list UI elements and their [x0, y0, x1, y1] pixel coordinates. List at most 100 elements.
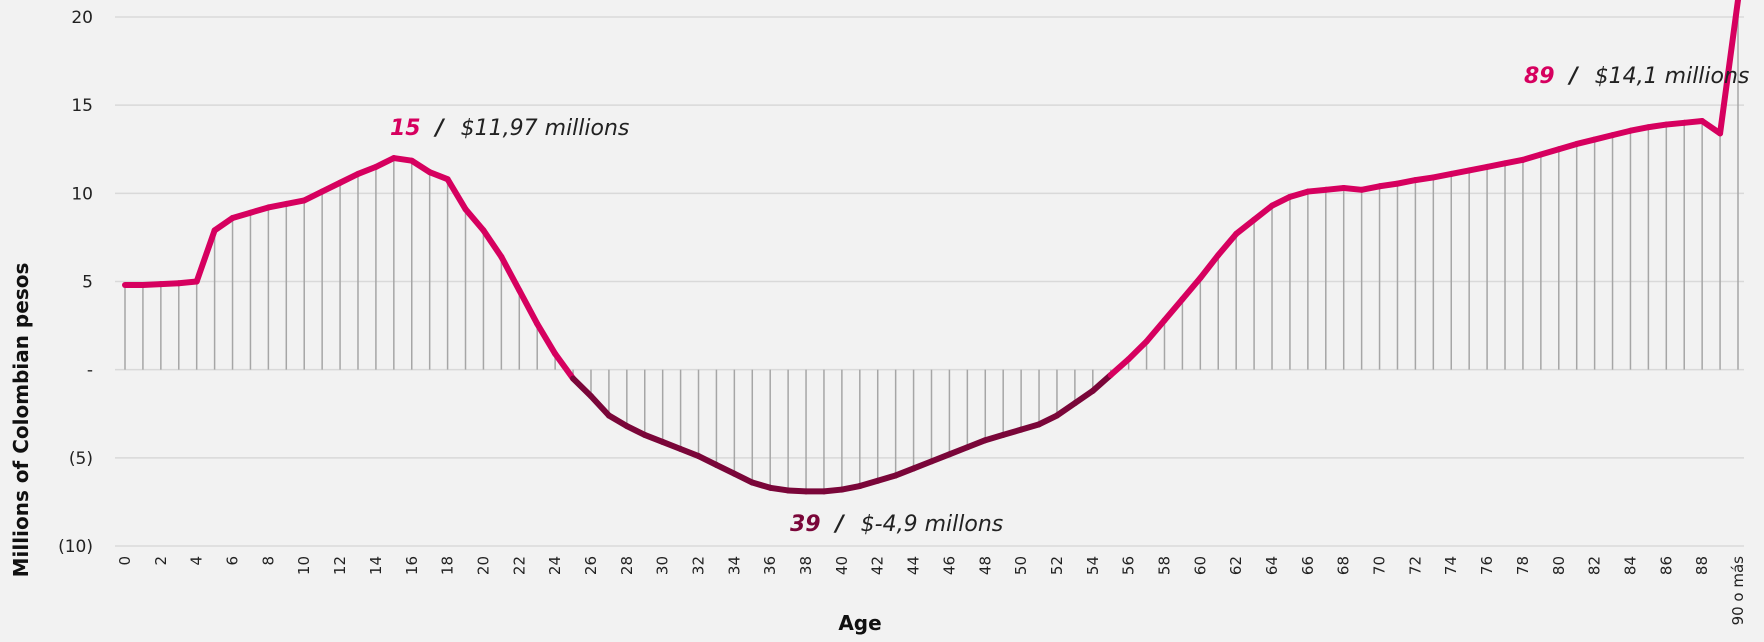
series-segment	[605, 412, 630, 430]
x-tick-label: 0	[116, 556, 134, 566]
series-segment	[1304, 186, 1329, 195]
x-tick-label: 78	[1514, 556, 1532, 575]
series-segment	[211, 215, 236, 234]
series-segment	[283, 197, 308, 207]
series-line	[122, 0, 1741, 495]
series-segment	[838, 483, 863, 493]
x-tick-label: 54	[1084, 556, 1102, 575]
series-segment	[1340, 185, 1365, 193]
series-segment	[695, 453, 720, 468]
x-tick-label: 40	[833, 556, 851, 575]
series-segment	[713, 461, 738, 477]
x-tick-label: 14	[367, 556, 385, 575]
annotation-max-elderly: 89 / $14,1 millions	[1524, 64, 1749, 89]
series-segment	[265, 200, 290, 211]
series-segment	[749, 479, 774, 491]
x-tick-label: 26	[582, 556, 600, 575]
series-segment	[1197, 252, 1222, 281]
annotation-age: 15	[390, 116, 421, 141]
series-segment	[820, 486, 845, 495]
series-segment	[1322, 185, 1347, 193]
series-segment	[480, 227, 505, 260]
x-tick-label: 24	[546, 556, 564, 575]
drop-lines	[124, 0, 1739, 492]
series-segment	[928, 451, 953, 465]
series-segment	[1036, 412, 1060, 428]
series-segment	[767, 484, 792, 494]
annotation-separator: /	[833, 512, 846, 537]
x-tick-label: 20	[474, 556, 492, 575]
series-segment	[910, 458, 935, 472]
series-segment	[982, 431, 1007, 444]
series-segment	[1645, 121, 1670, 131]
series-segment	[570, 375, 594, 400]
x-tick-label: 58	[1155, 556, 1173, 575]
x-tick-label: 86	[1657, 556, 1675, 575]
series-segment	[390, 155, 415, 164]
x-tick-label: 6	[224, 556, 242, 566]
series-segment	[1663, 119, 1688, 128]
y-tick-label: 15	[71, 96, 93, 116]
series-segment	[1484, 160, 1509, 170]
annotation-value: $-4,9 millons	[861, 512, 1004, 537]
x-tick-label: 36	[761, 556, 779, 575]
x-tick-label: 10	[295, 556, 313, 575]
series-segment	[964, 437, 989, 451]
x-tick-label: 44	[905, 556, 923, 575]
series-segment	[677, 446, 702, 460]
series-segment	[1627, 124, 1652, 134]
series-segment	[1233, 216, 1258, 237]
series-segment	[1519, 151, 1544, 163]
series-segment	[247, 204, 272, 216]
annotation-value: $11,97 millions	[461, 116, 630, 141]
x-tick-label: 80	[1550, 556, 1568, 575]
x-tick-label: 34	[725, 556, 743, 575]
x-tick-label: 18	[439, 556, 457, 575]
series-segment	[623, 423, 648, 438]
series-segment	[946, 444, 971, 458]
x-tick-label: 64	[1263, 556, 1281, 575]
series-segment	[1071, 387, 1096, 407]
x-tick-label: 12	[331, 556, 349, 575]
x-tick-label: 4	[188, 556, 206, 566]
y-tick-label: 5	[82, 273, 93, 293]
series-segment	[1394, 177, 1419, 187]
series-segment	[444, 176, 469, 213]
x-tick-label: 22	[510, 556, 528, 575]
series-segment	[1573, 136, 1598, 147]
series-segment	[856, 477, 881, 490]
x-tick-label: 60	[1191, 556, 1209, 575]
x-tick-label: 38	[797, 556, 815, 575]
series-segment	[1179, 274, 1204, 303]
x-tick-label: 74	[1442, 556, 1460, 575]
series-segment	[193, 227, 218, 285]
annotation-age: 39	[790, 512, 821, 537]
x-tick-label: 8	[259, 556, 277, 566]
series-segment	[1502, 156, 1526, 167]
x-tick-label: 48	[976, 556, 994, 575]
series-segment	[641, 431, 666, 445]
series-segment	[1107, 356, 1132, 378]
y-axis-ticks: 20 15 10 5 - (5) (10)	[58, 8, 93, 557]
series-segment	[319, 179, 344, 195]
y-tick-label: 20	[71, 8, 93, 28]
y-tick-label: 10	[71, 184, 93, 204]
series-segment	[1376, 180, 1401, 190]
x-tick-label: 76	[1478, 556, 1496, 575]
series-segment	[1591, 132, 1616, 143]
series-segment	[1681, 118, 1706, 126]
x-tick-label: 32	[690, 556, 708, 575]
annotation-value: $14,1 millions	[1595, 64, 1750, 89]
series-segment	[892, 465, 917, 479]
series-segment	[1269, 193, 1293, 209]
series-segment	[1430, 170, 1455, 181]
annotation-min-adult: 39 / $-4,9 millons	[790, 512, 1003, 537]
series-segment	[1143, 317, 1168, 345]
x-tick-label: 72	[1406, 556, 1424, 575]
x-tick-label: 42	[869, 556, 887, 575]
series-segment	[1125, 338, 1150, 363]
x-tick-label: 30	[654, 556, 672, 575]
series-segment	[1448, 167, 1473, 177]
series-segment	[229, 209, 254, 222]
